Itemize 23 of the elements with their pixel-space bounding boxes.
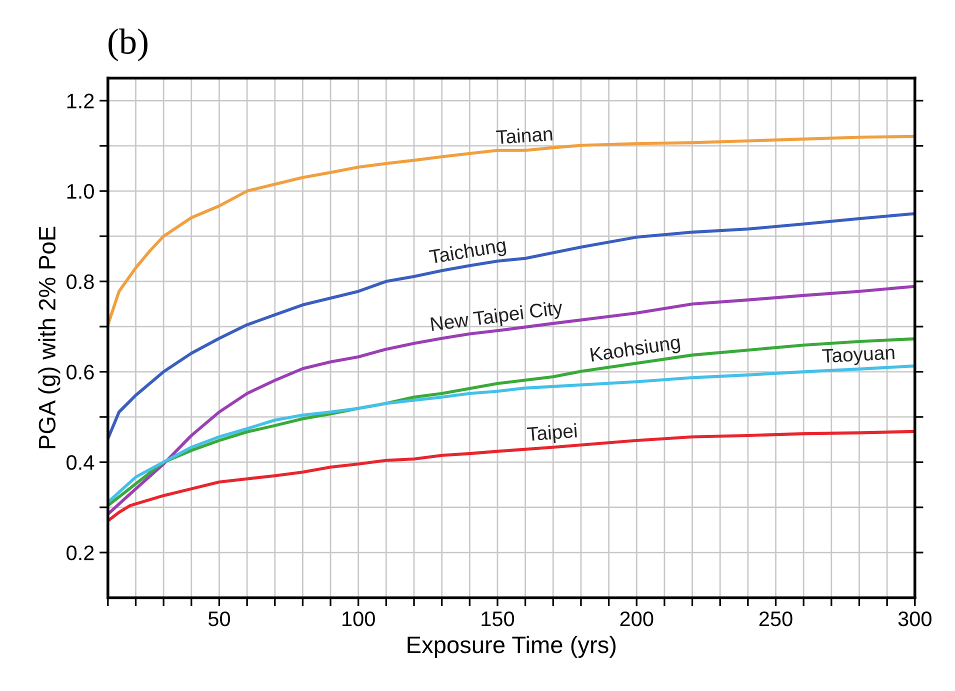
x-tick-label: 50 [208, 611, 230, 626]
y-tick-label: 1.0 [67, 184, 94, 199]
annotation: Kaohsiung [590, 334, 681, 366]
line-series [108, 364, 915, 504]
y-tick-label: 0.8 [66, 274, 94, 290]
annotation: New Taipei City [430, 300, 564, 335]
x-tick-label: 100 [342, 611, 375, 626]
text: (b) [108, 28, 148, 62]
x-tick-label: 250 [759, 611, 792, 626]
annotation: Taichung [428, 237, 507, 268]
y-tick-label: 1.2 [67, 94, 94, 108]
annotation: Taoyuan [822, 346, 895, 367]
x-tick-label: 150 [482, 611, 514, 626]
y-axis-title: PGA (g) with 2% PoE [38, 226, 60, 448]
annotation: Tainan [496, 126, 552, 144]
y-tick-label: 0.4 [66, 455, 94, 470]
y-tick-label: 0.6 [66, 364, 94, 380]
line-series [108, 284, 915, 516]
y-tick-label: 0.2 [66, 546, 94, 560]
annotation: Taipei [526, 423, 578, 445]
x-axis-title: Exposure Time (yrs) [408, 636, 616, 658]
x-tick-label: 300 [898, 611, 932, 626]
x-tick-label: 200 [620, 611, 654, 626]
